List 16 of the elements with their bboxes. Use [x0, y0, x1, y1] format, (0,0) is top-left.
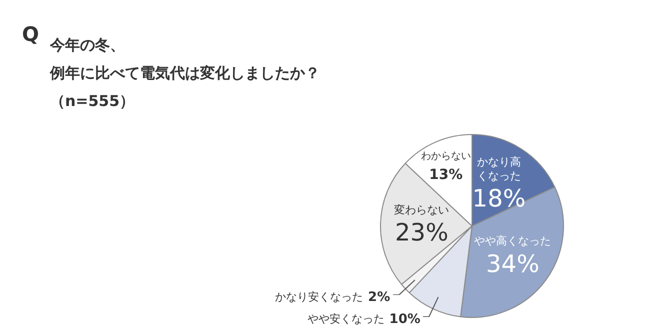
- slice-label: 変わらない: [394, 203, 450, 216]
- slice-label: やや高くなった: [474, 234, 552, 248]
- slice-label: かなり高くなった: [476, 155, 521, 182]
- chart-subtitle: 例年に比べて電気代は変化しましたか？: [50, 64, 320, 83]
- data-label: 23%: [395, 218, 448, 247]
- slice-label: やや安くなった: [307, 312, 384, 326]
- data-label: 13%: [429, 167, 463, 184]
- data-label: 10%: [389, 312, 420, 327]
- data-label: 18%: [472, 184, 526, 213]
- data-label: 2%: [368, 290, 390, 305]
- text: Q: [22, 22, 40, 46]
- text: 今年の冬、: [50, 36, 125, 55]
- slice-label: かなり安くなった: [275, 290, 364, 304]
- data-label: 34%: [486, 250, 540, 278]
- slice-label: わからない: [420, 151, 471, 162]
- text: （n=555）: [50, 92, 135, 111]
